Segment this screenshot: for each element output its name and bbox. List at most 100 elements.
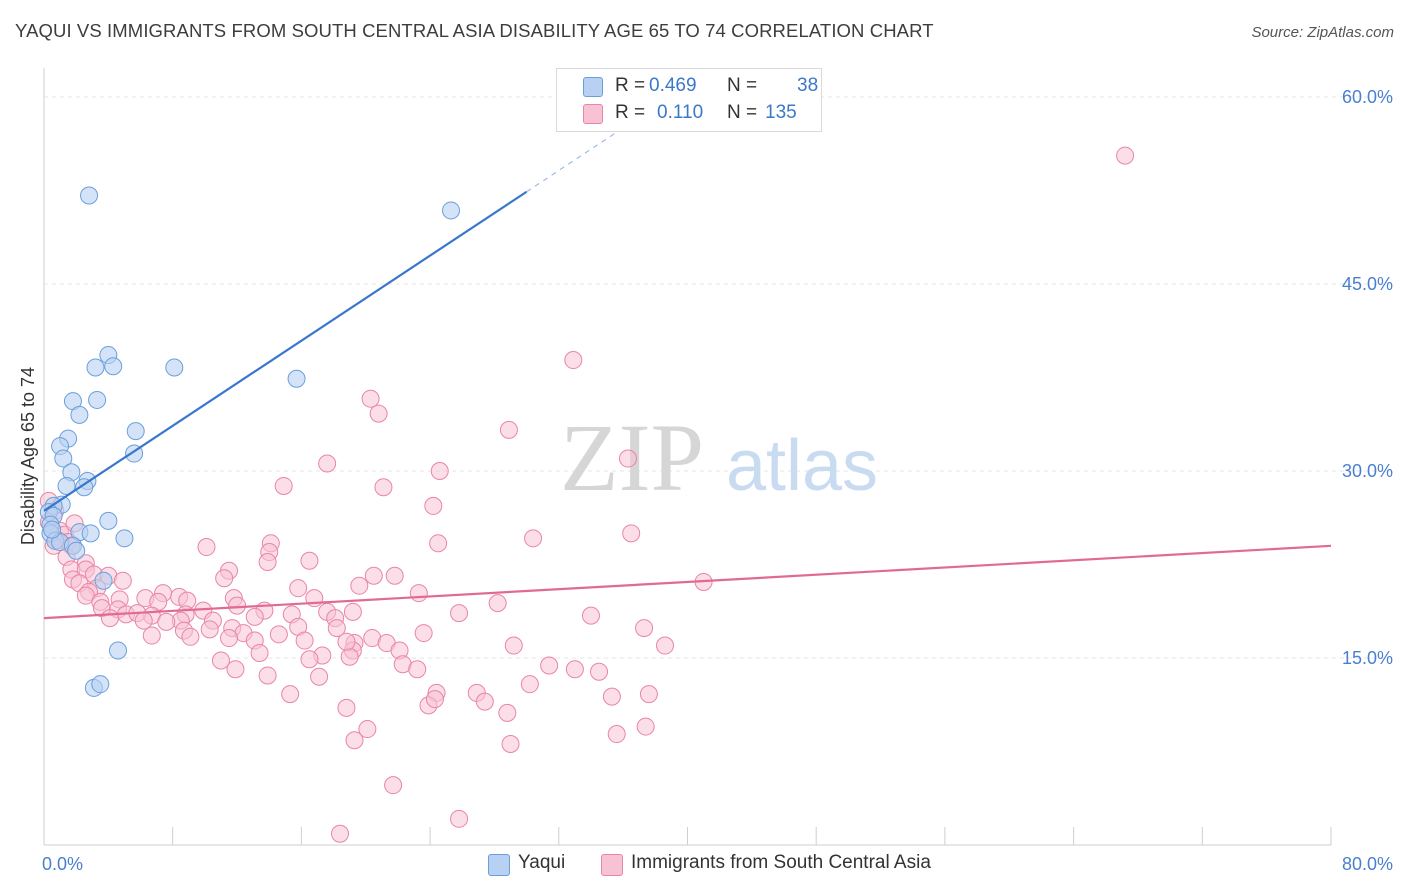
- data-point-immigrants: [450, 604, 469, 623]
- data-point-immigrants: [430, 462, 449, 480]
- data-point-yaqui: [43, 520, 62, 539]
- data-point-immigrants: [197, 538, 216, 557]
- data-point-immigrants: [289, 579, 308, 598]
- x-tick-label: 80.0%: [1342, 854, 1393, 874]
- data-point-immigrants: [1116, 146, 1135, 165]
- watermark-atlas: atlas: [726, 426, 878, 506]
- data-point-immigrants: [636, 717, 655, 736]
- data-point-immigrants: [475, 692, 494, 711]
- data-point-immigrants: [211, 651, 230, 670]
- data-point-immigrants: [590, 662, 609, 681]
- data-point-immigrants: [369, 404, 388, 423]
- bottom-legend-label-immigrants: Immigrants from South Central Asia: [631, 852, 931, 873]
- x-tick-label: 0.0%: [42, 854, 83, 874]
- data-point-immigrants: [364, 566, 383, 585]
- data-point-yaqui: [80, 186, 99, 205]
- data-point-immigrants: [200, 620, 219, 639]
- data-point-immigrants: [113, 571, 132, 590]
- data-point-immigrants: [581, 606, 600, 625]
- source-label: Source: ZipAtlas.com: [1251, 24, 1394, 41]
- data-point-immigrants: [250, 644, 269, 663]
- data-point-immigrants: [450, 809, 469, 828]
- data-point-immigrants: [564, 351, 583, 370]
- data-point-immigrants: [134, 611, 153, 630]
- data-point-immigrants: [331, 824, 350, 843]
- data-point-immigrants: [358, 720, 377, 739]
- data-point-yaqui: [67, 541, 86, 560]
- y-tick-label: 60.0%: [1342, 87, 1393, 107]
- legend-r-value-yaqui: 0.469: [649, 75, 697, 96]
- data-point-immigrants: [220, 629, 239, 648]
- data-point-yaqui: [70, 405, 89, 424]
- data-point-immigrants: [565, 660, 584, 679]
- data-point-yaqui: [57, 476, 76, 495]
- legend-r-label: R =: [615, 102, 646, 123]
- trend-line-immigrants: [43, 544, 1332, 620]
- data-point-immigrants: [300, 551, 319, 570]
- data-point-immigrants: [295, 631, 314, 650]
- data-point-immigrants: [524, 529, 543, 548]
- data-point-immigrants: [520, 675, 539, 694]
- data-point-immigrants: [142, 626, 161, 645]
- data-point-immigrants: [639, 685, 658, 704]
- data-point-immigrants: [318, 454, 337, 473]
- legend-n-label: N =: [727, 102, 758, 123]
- data-point-immigrants: [504, 636, 523, 655]
- data-point-immigrants: [327, 619, 346, 638]
- y-tick-label: 30.0%: [1342, 461, 1393, 481]
- bottom-legend-label-yaqui: Yaqui: [518, 852, 566, 873]
- data-point-immigrants: [384, 776, 403, 795]
- legend-r-label: R =: [615, 75, 646, 96]
- data-point-yaqui: [86, 358, 105, 377]
- data-point-yaqui: [287, 369, 306, 388]
- data-point-immigrants: [310, 667, 329, 686]
- y-tick-label: 15.0%: [1342, 648, 1393, 668]
- data-point-immigrants: [488, 594, 507, 613]
- data-point-immigrants: [385, 566, 404, 585]
- trend-lines: [43, 116, 1332, 620]
- data-point-immigrants: [258, 553, 277, 572]
- data-point-yaqui: [99, 511, 118, 530]
- y-tick-label: 45.0%: [1342, 274, 1393, 294]
- data-point-immigrants: [499, 420, 518, 439]
- data-point-yaqui: [165, 358, 184, 377]
- data-point-immigrants: [635, 619, 654, 638]
- data-point-immigrants: [409, 584, 428, 603]
- chart-title: YAQUI VS IMMIGRANTS FROM SOUTH CENTRAL A…: [15, 20, 934, 41]
- data-point-immigrants: [602, 687, 621, 706]
- data-point-immigrants: [274, 476, 293, 495]
- bottom-legend-swatch-immigrants: [601, 854, 623, 876]
- data-point-immigrants: [414, 624, 433, 643]
- data-point-immigrants: [655, 636, 674, 655]
- data-point-yaqui: [54, 449, 73, 468]
- data-point-yaqui: [94, 571, 113, 590]
- data-point-yaqui: [126, 422, 145, 441]
- data-point-immigrants: [245, 607, 264, 626]
- data-point-yaqui: [75, 478, 94, 497]
- data-point-immigrants: [607, 725, 626, 744]
- data-point-yaqui: [81, 524, 100, 543]
- legend-r-value-immigrants: 0.110: [657, 102, 704, 123]
- data-point-immigrants: [340, 647, 359, 666]
- y-axis-label: Disability Age 65 to 74: [18, 367, 38, 545]
- x-tick-labels: 0.0% 80.0%: [42, 854, 1393, 874]
- data-point-immigrants: [300, 650, 319, 669]
- y-tick-labels: 15.0% 30.0% 45.0% 60.0%: [1342, 87, 1393, 668]
- data-point-immigrants: [215, 569, 234, 588]
- data-point-yaqui: [91, 675, 110, 694]
- data-point-yaqui: [109, 641, 128, 660]
- data-point-immigrants: [618, 449, 637, 468]
- data-point-immigrants: [181, 627, 200, 646]
- data-point-immigrants: [622, 524, 641, 543]
- data-point-immigrants: [228, 596, 247, 615]
- series-immigrants-points: [39, 146, 1135, 843]
- data-point-immigrants: [226, 660, 245, 679]
- legend-swatch-yaqui: [583, 77, 603, 97]
- data-point-immigrants: [540, 656, 559, 675]
- data-point-immigrants: [100, 609, 119, 628]
- data-point-immigrants: [269, 625, 288, 644]
- data-point-immigrants: [337, 632, 356, 651]
- data-point-immigrants: [343, 602, 362, 621]
- data-point-immigrants: [337, 698, 356, 717]
